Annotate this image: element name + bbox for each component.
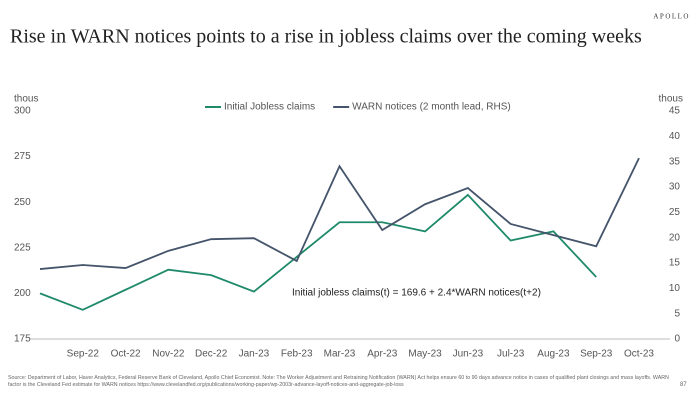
source-note: Source: Department of Labor, Haver Analy… bbox=[8, 375, 669, 388]
x-tick-label: May-23 bbox=[408, 349, 442, 360]
legend-label: WARN notices (2 month lead, RHS) bbox=[352, 102, 511, 113]
y-tick-label: 275 bbox=[14, 151, 31, 162]
y2-tick-label: 25 bbox=[669, 207, 681, 218]
x-tick-label: Nov-22 bbox=[152, 349, 185, 360]
x-tick-label: Jul-23 bbox=[497, 349, 525, 360]
series-line bbox=[39, 157, 640, 270]
x-tick-label: Sep-23 bbox=[580, 349, 613, 360]
y-tick-label: 200 bbox=[14, 288, 31, 299]
annotation: Initial jobless claims(t) = 169.6 + 2.4*… bbox=[292, 288, 541, 299]
y-tick-label: 300 bbox=[14, 106, 31, 117]
x-tick-label: Jun-23 bbox=[453, 349, 484, 360]
y2-tick-label: 0 bbox=[674, 334, 680, 345]
x-tick-label: Mar-23 bbox=[324, 349, 356, 360]
brand: APOLLO bbox=[653, 13, 690, 21]
y2-tick-label: 15 bbox=[669, 258, 681, 269]
y2-tick-label: 5 bbox=[674, 308, 680, 319]
x-tick-label: Dec-22 bbox=[195, 349, 228, 360]
y-tick-label: 250 bbox=[14, 197, 31, 208]
y-tick-label: 225 bbox=[14, 242, 31, 253]
legend-label: Initial Jobless claims bbox=[224, 102, 315, 113]
x-tick-label: Aug-23 bbox=[537, 349, 570, 360]
series-line bbox=[39, 193, 597, 311]
y2-tick-label: 10 bbox=[669, 283, 681, 294]
y2-tick-label: 40 bbox=[669, 131, 681, 142]
y2-tick-label: 45 bbox=[669, 106, 681, 117]
x-tick-label: Oct-22 bbox=[111, 349, 141, 360]
x-tick-label: Apr-23 bbox=[367, 349, 397, 360]
y2-axis-label: thous bbox=[659, 94, 683, 105]
y-tick-label: 175 bbox=[14, 334, 31, 345]
x-tick-label: Feb-23 bbox=[281, 349, 313, 360]
y-axis-label: thous bbox=[14, 94, 38, 105]
y2-tick-label: 30 bbox=[669, 182, 681, 193]
x-tick-label: Jan-23 bbox=[239, 349, 270, 360]
x-tick-label: Sep-22 bbox=[67, 349, 100, 360]
x-tick-label: Oct-23 bbox=[624, 349, 654, 360]
y2-tick-label: 35 bbox=[669, 156, 681, 167]
page-number: 87 bbox=[680, 382, 687, 388]
y2-tick-label: 20 bbox=[669, 232, 681, 243]
chart-title: Rise in WARN notices points to a rise in… bbox=[10, 26, 642, 48]
